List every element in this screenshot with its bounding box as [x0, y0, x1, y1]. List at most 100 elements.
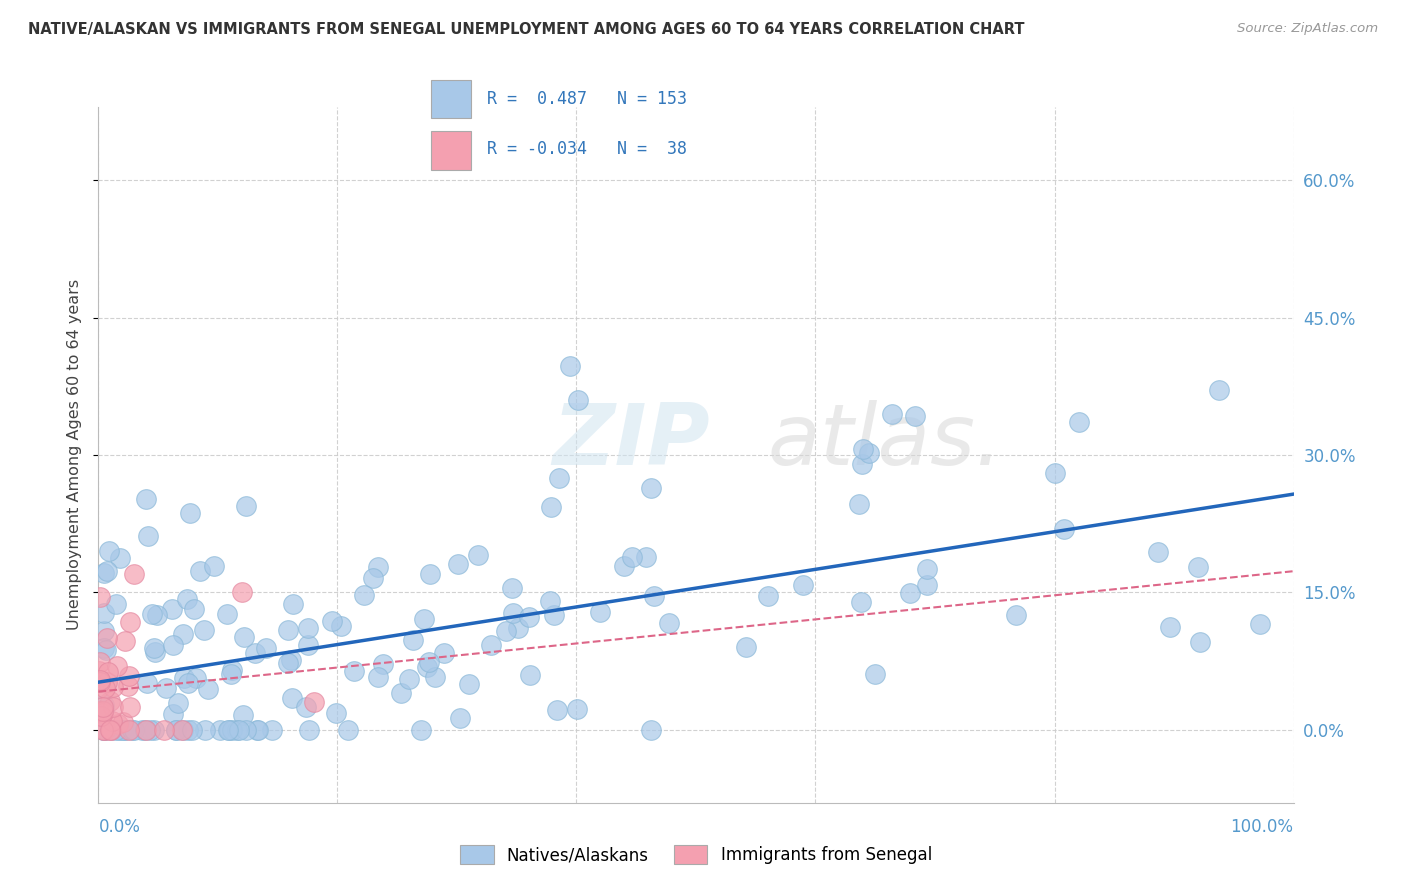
Point	[131, 723, 153, 737]
Point	[91, 706, 114, 720]
Point	[457, 677, 479, 691]
Point	[502, 606, 524, 620]
Point	[1159, 620, 1181, 634]
Point	[337, 723, 360, 737]
Point	[136, 676, 159, 690]
Point	[658, 615, 681, 630]
Point	[547, 471, 569, 485]
Point	[138, 723, 160, 737]
Point	[880, 407, 903, 421]
Text: atlas.: atlas.	[768, 400, 1002, 483]
Point	[1249, 617, 1271, 632]
FancyBboxPatch shape	[432, 80, 471, 119]
Point	[117, 679, 139, 693]
Point	[567, 393, 589, 408]
Point	[96, 675, 118, 690]
Point	[325, 706, 347, 720]
Point	[142, 640, 165, 655]
Point	[792, 578, 814, 592]
Point	[153, 723, 176, 737]
Point	[621, 550, 644, 565]
Point	[565, 702, 588, 716]
Point	[756, 590, 779, 604]
Point	[904, 409, 927, 424]
Point	[100, 693, 122, 707]
Point	[447, 557, 470, 571]
Point	[280, 653, 302, 667]
Point	[96, 564, 118, 578]
Point	[540, 500, 562, 515]
Point	[371, 657, 394, 671]
Point	[136, 529, 159, 543]
Point	[235, 499, 257, 513]
Point	[117, 723, 139, 737]
Point	[91, 700, 114, 714]
Point	[643, 589, 665, 603]
Point	[179, 506, 201, 520]
Point	[121, 723, 143, 737]
Point	[183, 602, 205, 616]
Point	[232, 630, 254, 644]
Point	[613, 558, 636, 573]
Point	[118, 669, 141, 683]
Point	[103, 680, 125, 694]
Point	[232, 708, 254, 723]
Point	[546, 703, 568, 717]
Point	[93, 607, 115, 621]
Point	[558, 359, 581, 373]
Point	[108, 723, 131, 737]
Point	[87, 681, 110, 695]
Point	[105, 597, 128, 611]
Point	[277, 656, 299, 670]
FancyBboxPatch shape	[432, 131, 471, 169]
Point	[467, 548, 489, 562]
Point	[297, 621, 319, 635]
Point	[93, 723, 115, 737]
Point	[226, 723, 249, 737]
Point	[193, 624, 215, 638]
Point	[105, 658, 128, 673]
Point	[93, 723, 115, 737]
Point	[231, 585, 253, 599]
Point	[93, 640, 115, 655]
Point	[98, 723, 121, 737]
Point	[398, 672, 420, 686]
Point	[100, 714, 122, 728]
Point	[254, 641, 277, 656]
Point	[218, 723, 240, 737]
Point	[107, 717, 129, 731]
Point	[221, 663, 243, 677]
Point	[184, 671, 207, 685]
Point	[589, 606, 612, 620]
Point	[449, 711, 471, 725]
Point	[114, 633, 136, 648]
Point	[277, 624, 299, 638]
Point	[135, 491, 157, 506]
Point	[852, 442, 875, 456]
Point	[361, 570, 384, 584]
Point	[495, 624, 517, 639]
Point	[636, 549, 658, 564]
Point	[162, 707, 184, 722]
Point	[134, 723, 156, 737]
Text: Source: ZipAtlas.com: Source: ZipAtlas.com	[1237, 22, 1378, 36]
Point	[517, 610, 540, 624]
Point	[118, 700, 141, 714]
Point	[173, 671, 195, 685]
Point	[93, 698, 115, 713]
Point	[543, 608, 565, 623]
Point	[247, 723, 270, 737]
Point	[215, 607, 238, 621]
Point	[367, 670, 389, 684]
Point	[93, 624, 115, 638]
Text: ZIP: ZIP	[553, 400, 710, 483]
Point	[135, 723, 157, 737]
Point	[89, 673, 111, 687]
Point	[849, 595, 872, 609]
Point	[93, 723, 115, 737]
Point	[915, 562, 938, 576]
Point	[519, 668, 541, 682]
Point	[508, 621, 530, 635]
Point	[262, 723, 284, 737]
Point	[166, 696, 188, 710]
